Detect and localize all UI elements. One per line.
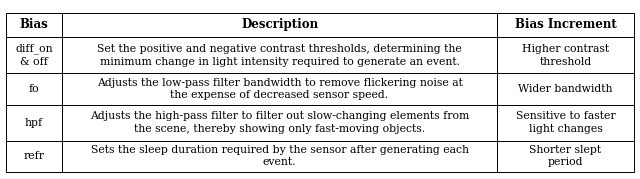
Text: fo: fo	[29, 84, 39, 94]
Bar	[497, 105, 634, 141]
Text: Bias Increment: Bias Increment	[515, 18, 616, 31]
Bar	[6, 141, 61, 172]
Bar	[6, 105, 61, 141]
Bar	[61, 73, 497, 105]
Bar	[6, 73, 61, 105]
Text: Shorter slept
period: Shorter slept period	[529, 145, 602, 168]
Text: Sets the sleep duration required by the sensor after generating each
event.: Sets the sleep duration required by the …	[90, 145, 468, 168]
Text: Sensitive to faster
light changes: Sensitive to faster light changes	[516, 111, 616, 134]
Bar	[61, 37, 497, 73]
Text: Description: Description	[241, 18, 318, 31]
Text: refr: refr	[24, 151, 45, 161]
Bar	[61, 13, 497, 37]
Bar	[61, 105, 497, 141]
Text: Adjusts the high-pass filter to filter out slow-changing elements from
the scene: Adjusts the high-pass filter to filter o…	[90, 111, 469, 134]
Text: diff_on
& off: diff_on & off	[15, 44, 53, 67]
Text: Higher contrast
threshold: Higher contrast threshold	[522, 44, 609, 67]
Text: Wider bandwidth: Wider bandwidth	[518, 84, 612, 94]
Text: Bias: Bias	[20, 18, 49, 31]
Text: hpf: hpf	[25, 118, 43, 128]
Text: Set the positive and negative contrast thresholds, determining the
minimum chang: Set the positive and negative contrast t…	[97, 44, 462, 67]
Bar	[6, 13, 61, 37]
Bar	[497, 13, 634, 37]
Bar	[497, 141, 634, 172]
Bar	[497, 37, 634, 73]
Text: Adjusts the low-pass filter bandwidth to remove flickering noise at
the expense : Adjusts the low-pass filter bandwidth to…	[97, 78, 463, 100]
Bar	[61, 141, 497, 172]
Bar	[6, 37, 61, 73]
Bar	[497, 73, 634, 105]
